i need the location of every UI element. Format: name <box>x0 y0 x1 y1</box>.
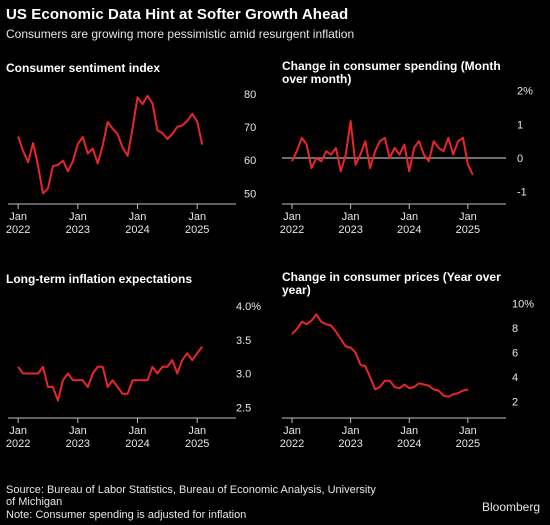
x-tick-label-consumer-prices: Jan <box>283 425 301 437</box>
x-tick-year-inflation-expectations: 2022 <box>6 438 30 450</box>
y-tick-label-sentiment: 80 <box>244 89 256 101</box>
x-tick-year-consumer-prices: 2022 <box>280 438 304 450</box>
y-tick-label-inflation-expectations: 2.5 <box>236 402 251 414</box>
x-tick-year-spending: 2025 <box>456 224 480 236</box>
y-tick-label-sentiment: 50 <box>244 188 256 200</box>
x-tick-label-spending: Jan <box>342 211 360 223</box>
y-tick-label-consumer-prices: 10% <box>512 298 534 310</box>
bloomberg-logo: Bloomberg <box>482 500 540 514</box>
x-tick-label-sentiment: Jan <box>69 211 87 223</box>
y-tick-label-consumer-prices: 2 <box>512 397 518 409</box>
series-line-consumer-prices <box>292 314 468 396</box>
x-tick-label-consumer-prices: Jan <box>342 425 360 437</box>
x-tick-label-consumer-prices: Jan <box>459 425 477 437</box>
x-tick-label-consumer-prices: Jan <box>400 425 418 437</box>
series-line-spending <box>292 121 473 175</box>
y-tick-label-inflation-expectations: 4.0% <box>236 301 261 313</box>
x-tick-label-inflation-expectations: Jan <box>69 425 87 437</box>
x-tick-year-inflation-expectations: 2025 <box>185 438 209 450</box>
x-tick-year-sentiment: 2025 <box>185 224 209 236</box>
x-tick-year-consumer-prices: 2023 <box>338 438 362 450</box>
y-tick-label-consumer-prices: 6 <box>512 348 518 360</box>
y-tick-label-inflation-expectations: 3.0 <box>236 369 251 381</box>
y-tick-label-spending: -1 <box>517 187 527 199</box>
x-tick-year-inflation-expectations: 2023 <box>66 438 90 450</box>
x-tick-year-inflation-expectations: 2024 <box>125 438 149 450</box>
x-tick-year-sentiment: 2023 <box>66 224 90 236</box>
x-tick-year-spending: 2024 <box>397 224 421 236</box>
y-tick-label-inflation-expectations: 3.5 <box>236 335 251 347</box>
x-tick-label-inflation-expectations: Jan <box>9 425 27 437</box>
y-tick-label-sentiment: 60 <box>244 155 256 167</box>
x-tick-year-spending: 2023 <box>338 224 362 236</box>
y-tick-label-consumer-prices: 4 <box>512 372 518 384</box>
x-tick-year-consumer-prices: 2025 <box>456 438 480 450</box>
x-tick-label-sentiment: Jan <box>129 211 147 223</box>
series-line-sentiment <box>18 96 202 193</box>
x-tick-year-sentiment: 2022 <box>6 224 30 236</box>
source-note-line2: of Michigan <box>6 496 62 509</box>
x-tick-year-sentiment: 2024 <box>125 224 149 236</box>
x-tick-label-sentiment: Jan <box>9 211 27 223</box>
y-tick-label-spending: 2% <box>517 86 533 98</box>
y-tick-label-sentiment: 70 <box>244 122 256 134</box>
series-line-inflation-expectations <box>18 347 202 401</box>
x-tick-label-inflation-expectations: Jan <box>129 425 147 437</box>
y-tick-label-spending: 0 <box>517 153 523 165</box>
x-tick-label-sentiment: Jan <box>188 211 206 223</box>
x-tick-label-spending: Jan <box>400 211 418 223</box>
adjustment-note: Note: Consumer spending is adjusted for … <box>6 509 246 522</box>
x-tick-year-consumer-prices: 2024 <box>397 438 421 450</box>
y-tick-label-consumer-prices: 8 <box>512 323 518 335</box>
x-tick-label-spending: Jan <box>283 211 301 223</box>
x-tick-label-spending: Jan <box>459 211 477 223</box>
y-tick-label-spending: 1 <box>517 119 523 131</box>
x-tick-label-inflation-expectations: Jan <box>188 425 206 437</box>
x-tick-year-spending: 2022 <box>280 224 304 236</box>
